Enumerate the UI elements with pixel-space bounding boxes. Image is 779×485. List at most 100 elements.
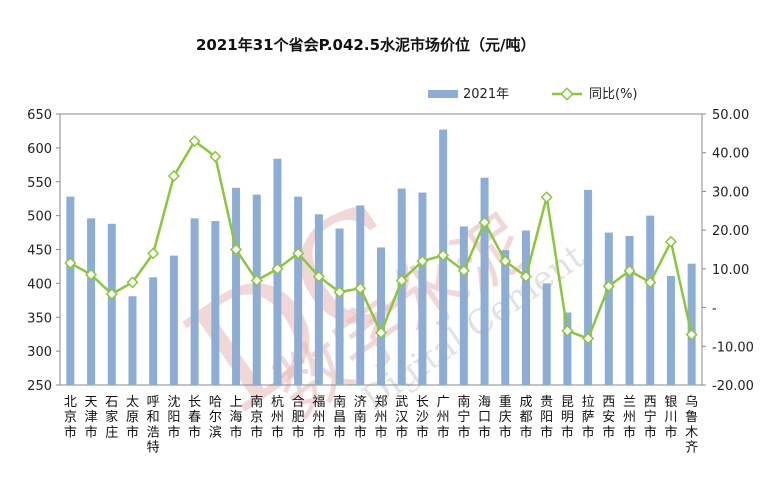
line-marker bbox=[250, 274, 263, 287]
legend-label-line: 同比(%) bbox=[589, 87, 638, 102]
x-tick-label: 杭州市 bbox=[271, 395, 284, 440]
line-marker bbox=[230, 243, 243, 256]
line-marker bbox=[312, 270, 325, 283]
x-tick-label: 重庆市 bbox=[499, 394, 512, 440]
y-right-tick-label: - bbox=[712, 302, 717, 317]
x-tick-label: 兰州市 bbox=[623, 395, 636, 440]
x-tick-label: 南昌市 bbox=[333, 394, 346, 440]
y-left-tick-label: 650 bbox=[27, 108, 52, 123]
x-tick-label: 西安市 bbox=[602, 395, 615, 440]
line-marker bbox=[519, 270, 532, 283]
x-tick-label: 长沙市 bbox=[416, 395, 429, 440]
bar bbox=[459, 226, 468, 385]
line-marker bbox=[147, 247, 160, 260]
bar bbox=[314, 214, 323, 385]
x-tick-label: 乌鲁木齐 bbox=[685, 394, 698, 456]
legend: 2021年 同比(%) bbox=[428, 87, 638, 102]
x-tick-label: 广州市 bbox=[437, 395, 450, 440]
plot-area: 650 600 550 500 450 400 350 300 250 50.00 40.00 30.… bbox=[27, 108, 754, 456]
x-tick-label: 武汉市 bbox=[395, 395, 408, 440]
line-marker bbox=[333, 286, 346, 299]
line-marker bbox=[644, 276, 657, 289]
line-marker bbox=[209, 150, 222, 163]
y-right-tick-label: 50.00 bbox=[712, 108, 749, 123]
x-tick-label: 福州市 bbox=[312, 395, 325, 440]
line-marker bbox=[664, 235, 677, 248]
x-tick-label: 天津市 bbox=[85, 395, 98, 440]
x-tick-label: 呼和浩特 bbox=[147, 395, 160, 456]
line-marker bbox=[105, 288, 118, 301]
bar bbox=[646, 215, 655, 385]
bar bbox=[190, 218, 199, 385]
x-tick-label: 南宁市 bbox=[457, 394, 470, 440]
line-marker bbox=[188, 135, 201, 148]
line-marker bbox=[457, 264, 470, 277]
bar bbox=[169, 255, 178, 385]
x-tick-label: 太原市 bbox=[126, 395, 139, 440]
x-tick-label: 济南市 bbox=[354, 395, 367, 440]
y-right-tick-label: 30.00 bbox=[712, 185, 749, 200]
line-marker bbox=[395, 274, 408, 287]
line-marker bbox=[271, 262, 284, 275]
bar bbox=[335, 228, 344, 385]
line-marker bbox=[602, 280, 615, 293]
bar bbox=[563, 312, 572, 385]
line-marker bbox=[478, 216, 491, 229]
bar bbox=[211, 221, 220, 385]
line-marker bbox=[85, 268, 98, 281]
y-left-tick-label: 550 bbox=[27, 176, 52, 191]
line-marker bbox=[64, 257, 77, 270]
y-right-tick-label: -20.00 bbox=[712, 379, 754, 394]
line-marker bbox=[126, 276, 139, 289]
y-left-tick-label: 300 bbox=[27, 345, 52, 360]
line-marker bbox=[561, 324, 574, 337]
line-marker bbox=[685, 328, 698, 341]
x-tick-label: 北京市 bbox=[64, 395, 77, 440]
y-left-tick-label: 500 bbox=[27, 210, 52, 225]
x-tick-label: 石家庄 bbox=[105, 395, 118, 440]
bar bbox=[584, 189, 593, 385]
line-marker bbox=[354, 282, 367, 295]
x-tick-label: 郑州市 bbox=[374, 395, 387, 440]
y-right-tick-label: 20.00 bbox=[712, 224, 749, 239]
x-tick-label: 成都市 bbox=[519, 395, 532, 440]
line-marker bbox=[374, 326, 388, 339]
bar bbox=[625, 235, 634, 385]
bar bbox=[521, 230, 530, 385]
bar bbox=[687, 263, 696, 385]
bar bbox=[666, 275, 675, 385]
x-tick-label: 贵阳市 bbox=[540, 395, 553, 440]
bar bbox=[377, 247, 385, 385]
y-right-tick-label: 10.00 bbox=[712, 263, 749, 278]
legend-bar-swatch bbox=[428, 90, 458, 98]
bar bbox=[542, 283, 551, 385]
line-marker bbox=[582, 332, 595, 345]
x-tick-label: 海口市 bbox=[478, 395, 491, 440]
line-marker bbox=[416, 255, 429, 268]
y-left-tick-label: 400 bbox=[27, 277, 52, 292]
bar bbox=[149, 277, 158, 385]
chart-title: 2021年31个省会P.042.5水泥市场价位（元/吨） bbox=[196, 36, 536, 54]
line-marker bbox=[437, 249, 450, 262]
bar bbox=[480, 177, 489, 385]
bar bbox=[604, 232, 613, 385]
bar bbox=[66, 196, 75, 385]
y-left-tick-label: 600 bbox=[27, 142, 52, 157]
y-left-tick-label: 250 bbox=[27, 379, 52, 394]
x-tick-label: 拉萨市 bbox=[582, 395, 595, 440]
line-marker bbox=[623, 264, 636, 277]
x-tick-label: 上海市 bbox=[230, 395, 243, 440]
bar bbox=[232, 187, 241, 385]
x-tick-label: 沈阳市 bbox=[167, 395, 180, 440]
line-marker bbox=[540, 191, 553, 204]
bar bbox=[356, 205, 365, 385]
legend-label-bar: 2021年 bbox=[463, 87, 509, 102]
x-tick-label: 南京市 bbox=[250, 394, 263, 440]
bar bbox=[128, 296, 137, 385]
bar bbox=[87, 218, 96, 385]
bar bbox=[294, 196, 303, 385]
y-right-tick-label: 40.00 bbox=[712, 147, 749, 162]
x-tick-label: 西宁市 bbox=[644, 395, 657, 440]
x-tick-label: 合肥市 bbox=[292, 395, 305, 440]
